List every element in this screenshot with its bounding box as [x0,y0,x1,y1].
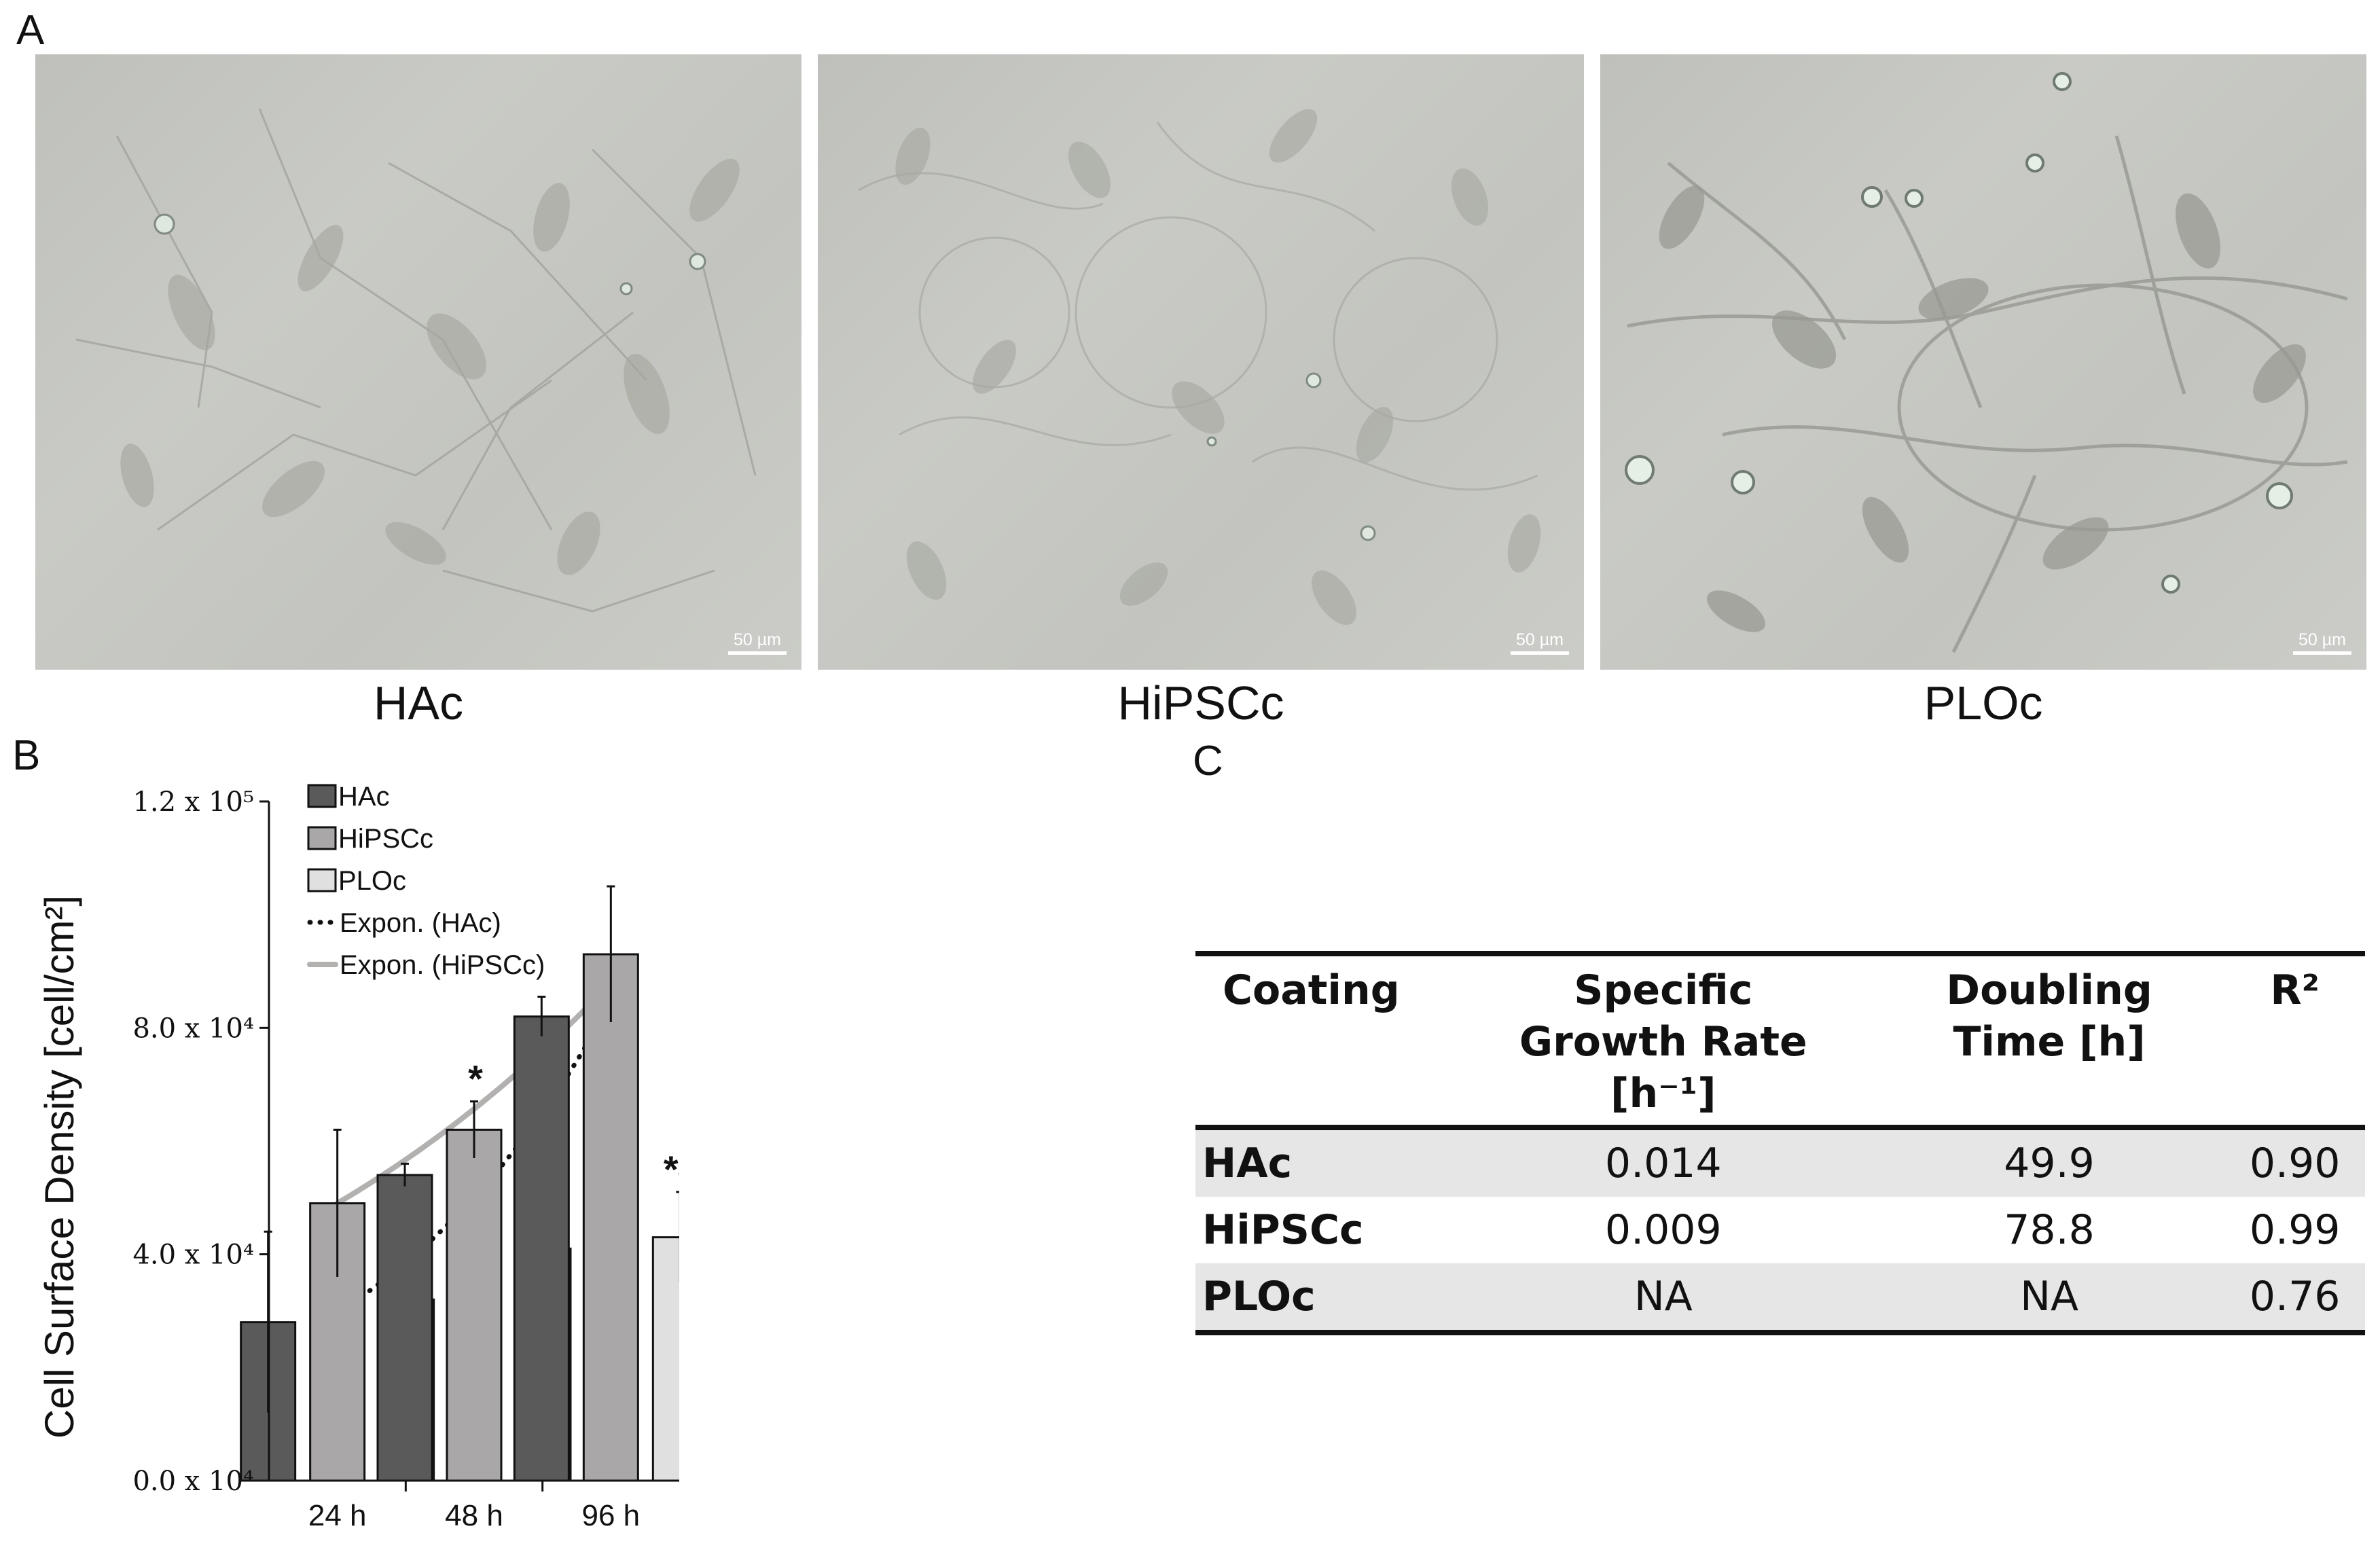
legend-label: PLOc [338,866,406,896]
bar [651,1236,679,1482]
table-cell: 78.8 [2004,1206,2095,1254]
micrograph-hac: 50 µm [35,54,801,670]
table-row: PLOc NA NA 0.76 [1195,1263,2365,1335]
growth-table: Coating Specific Growth Rate [h⁻¹] Doubl… [1195,951,2365,1335]
legend-label: Expon. (HiPSCc) [340,950,545,980]
scalebar-line-ploc [2293,651,2351,655]
header-coating: Coating [1195,951,1453,1130]
table-cell: 0.90 [2224,1127,2365,1197]
panel-label-c: C [1193,738,1223,784]
micrograph-hipscc: 50 µm [818,54,1584,670]
scalebar-label-hac: 50 µm [734,630,781,649]
significance-marker: * [468,1058,483,1100]
micrograph-hac-image [75,108,757,613]
y-tick-label: 4.0 x 10⁴ [132,1240,254,1271]
significance-marker: *# [664,1148,679,1191]
table-cell: PLOc [1195,1263,1453,1335]
micrograph-caption-hac: HAc [373,676,464,729]
table-cell: 0.014 [1452,1127,1874,1197]
table-cell: 49.9 [1873,1127,2225,1197]
bar [582,953,639,1482]
y-tick-label: 8.0 x 10⁴ [132,1013,254,1044]
legend-label: HAc [338,782,390,812]
table-cell: 0.76 [2224,1263,2365,1335]
scalebar-line-hac [728,651,787,655]
bar [446,1128,503,1482]
micrograph-caption-ploc: PLOc [1924,676,2043,729]
micrograph-ploc: 50 µm [1600,54,2366,670]
panel-label-a: A [16,7,45,54]
table-cell: 0.009 [1604,1206,1722,1254]
y-tick-label: 0.0 x 10⁴ [132,1466,254,1497]
header-r2: R² [2224,951,2365,1130]
bar [513,1015,570,1482]
growth-table-grid: Coating Specific Growth Rate [h⁻¹] Doubl… [1195,951,2365,1335]
table-header-row: Coating Specific Growth Rate [h⁻¹] Doubl… [1195,951,2365,1130]
bar [376,1174,433,1482]
scalebar-label-ploc: 50 µm [2298,630,2346,649]
table-cell: NA [1452,1263,1874,1335]
legend-label: Expon. (HAc) [340,908,501,938]
panel-label-b: B [12,732,41,779]
header-growth-rate: Specific Growth Rate [h⁻¹] [1452,951,1874,1130]
table-row: HiPSCc 0.009 78.8 0.99 [1195,1197,2365,1263]
y-tick-label: 1.2 x 10⁵ [132,787,254,818]
x-tick-label: 48 h [445,1499,503,1532]
table-cell: 0.99 [2249,1206,2341,1254]
scalebar-line-hipscc [1511,651,1569,655]
micrograph-ploc-image [1625,72,2348,653]
micrograph-caption-hipscc: HiPSCc [1117,676,1284,729]
x-tick-label: 96 h [582,1499,641,1532]
scalebar-hipscc: 50 µm [1511,632,1569,655]
y-axis-label: Cell Surface Density [cell/cm²] [37,895,82,1439]
table-cell: NA [1873,1263,2225,1335]
legend-swatch [307,868,337,892]
scalebar-ploc: 50 µm [2293,632,2351,655]
legend-label: HiPSCc [338,824,433,854]
table-row: HAc 0.014 49.9 0.90 [1195,1127,2365,1197]
scalebar-hac: 50 µm [728,632,787,655]
header-doubling-time: Doubling Time [h] [1873,951,2225,1130]
legend-swatch [307,826,337,850]
scalebar-label-hipscc: 50 µm [1516,630,1564,649]
table-cell: HAc [1195,1127,1453,1197]
table-cell: HiPSCc [1202,1206,1364,1254]
micrograph-hipscc-image [858,109,1541,626]
legend-swatch [307,784,337,808]
x-tick-label: 24 h [308,1499,367,1532]
